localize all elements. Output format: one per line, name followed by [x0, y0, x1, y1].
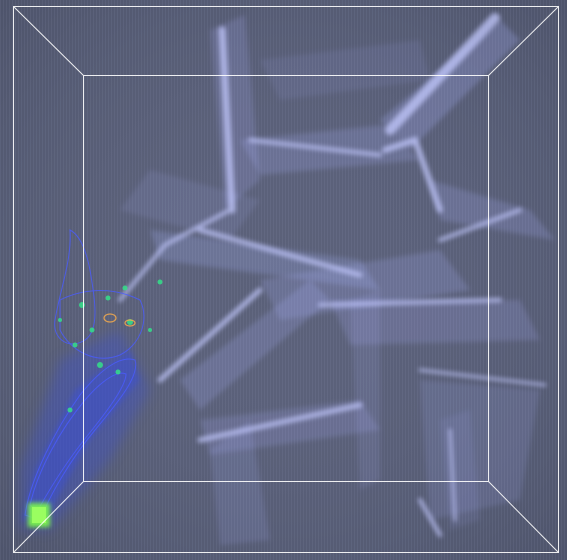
contour-4	[59, 290, 145, 359]
bounding-box-wireframe	[13, 6, 559, 553]
cluster-core-inner	[32, 507, 46, 523]
hotspot-10	[157, 279, 163, 285]
cluster-streak	[22, 350, 140, 520]
hotspot-8	[115, 369, 121, 375]
hotspot-3	[122, 285, 128, 291]
hotspot-12	[148, 328, 152, 332]
edge-top-right	[488, 6, 559, 76]
inner-frame	[83, 75, 489, 482]
hotspot-9	[67, 407, 73, 413]
hotspot-1	[79, 302, 85, 308]
cluster-contours	[24, 229, 145, 521]
edge-bottom-left	[13, 481, 84, 553]
edge-top-left	[13, 6, 84, 76]
hotspot-2	[105, 295, 111, 301]
cluster-peaks	[103, 313, 136, 327]
cluster-hotspots	[58, 279, 163, 413]
hotspot-11	[58, 318, 62, 322]
peak-ring-1	[103, 313, 117, 323]
hotspot-5	[89, 327, 95, 333]
edge-bottom-right	[488, 481, 559, 553]
hotspot-6	[72, 342, 78, 348]
contour-1	[24, 358, 137, 521]
hotspot-7	[97, 362, 103, 368]
contour-2	[29, 372, 127, 511]
contour-3	[54, 229, 96, 345]
peak-ring-2	[124, 319, 136, 327]
outer-frame	[13, 6, 559, 553]
